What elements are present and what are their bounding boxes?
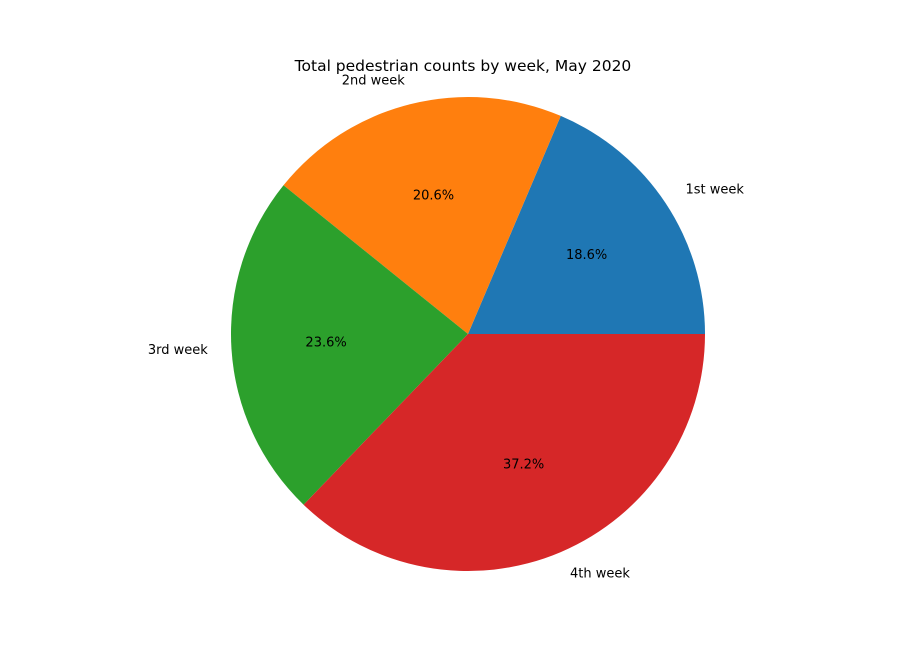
percent-label-2: 20.6% [413, 189, 454, 204]
chart-title: Total pedestrian counts by week, May 202… [294, 57, 632, 75]
slice-label-2: 2nd week [342, 74, 406, 89]
slice-label-3: 3rd week [148, 343, 208, 358]
slice-label-4: 4th week [570, 566, 630, 581]
pie-labels: 1st week 18.6% 2nd week 20.6% 3rd week 23.6% 4… [148, 74, 744, 582]
percent-label-1: 18.6% [566, 248, 607, 263]
pie-slice-3 [230, 185, 468, 505]
pie-slice-1 [468, 115, 705, 334]
percent-label-4: 37.2% [503, 457, 544, 472]
pie-slice-2 [283, 97, 561, 334]
percent-label-3: 23.6% [305, 335, 346, 350]
pie-slice-4 [303, 334, 705, 572]
slice-label-1: 1st week [685, 183, 744, 198]
pie-slices [230, 97, 705, 572]
